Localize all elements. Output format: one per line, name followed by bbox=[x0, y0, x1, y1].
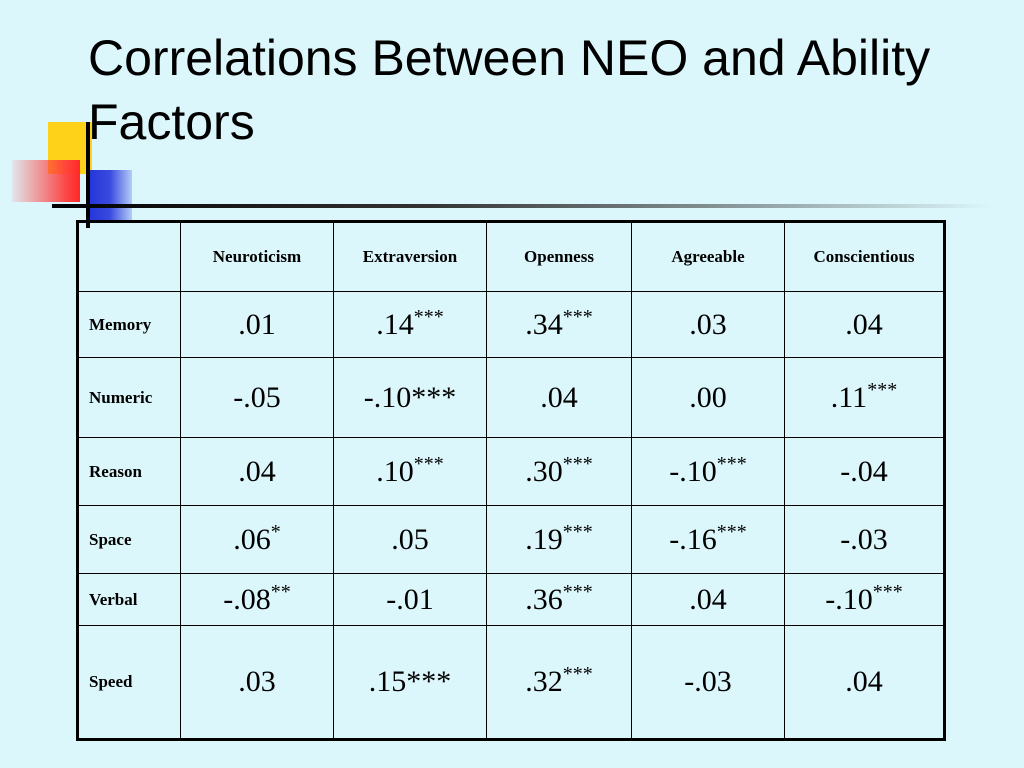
table-cell: -.05 bbox=[180, 357, 334, 438]
table-cell: .14*** bbox=[333, 291, 487, 358]
cell-value: .05 bbox=[391, 522, 429, 556]
table-cell: .01 bbox=[180, 291, 334, 358]
cell-value: -.10 bbox=[669, 454, 717, 488]
decorative-blue-square bbox=[88, 170, 132, 222]
row-header: Memory bbox=[77, 291, 181, 358]
cell-value: .03 bbox=[238, 665, 276, 698]
significance-marker: *** bbox=[413, 452, 444, 475]
significance-marker: *** bbox=[562, 305, 593, 328]
column-header: Neuroticism bbox=[180, 221, 334, 292]
table-header-row: Neuroticism Extraversion Openness Agreea… bbox=[77, 221, 945, 292]
decorative-red-gradient bbox=[12, 160, 80, 202]
cell-value: -.10 bbox=[825, 582, 873, 616]
cell-value: .19 bbox=[525, 522, 563, 556]
row-header: Space bbox=[77, 505, 181, 574]
cell-value: -.03 bbox=[840, 522, 888, 556]
cell-value: .34 bbox=[525, 307, 563, 341]
cell-value: .11 bbox=[830, 380, 868, 414]
cell-value: .04 bbox=[540, 380, 578, 414]
cell-value: .04 bbox=[238, 454, 276, 488]
table-row: Space .06* .05.19*** -.16*** -.03 bbox=[77, 505, 945, 574]
significance-marker: *** bbox=[867, 378, 898, 401]
cell-value: .04 bbox=[845, 307, 883, 341]
column-header: Conscientious bbox=[784, 221, 945, 292]
cell-value: .15*** bbox=[368, 665, 452, 698]
cell-value: .00 bbox=[689, 380, 727, 414]
cell-value: -.04 bbox=[840, 454, 888, 488]
table-cell: .11*** bbox=[784, 357, 945, 438]
cell-value: .32 bbox=[525, 665, 563, 698]
table-cell: .04 bbox=[631, 573, 785, 626]
table-cell: -.03 bbox=[784, 505, 945, 574]
cell-value: -.01 bbox=[386, 582, 434, 616]
table-cell: .04 bbox=[180, 437, 334, 506]
table-cell: .30*** bbox=[486, 437, 632, 506]
significance-marker: *** bbox=[716, 520, 747, 543]
cell-value: .01 bbox=[238, 307, 276, 341]
table-cell: -.10*** bbox=[333, 357, 487, 438]
cell-value: .04 bbox=[845, 665, 883, 698]
table-row: Memory .01.14*** .34*** .03.04 bbox=[77, 291, 945, 358]
table-cell: -.10*** bbox=[784, 573, 945, 626]
table-cell: .19*** bbox=[486, 505, 632, 574]
significance-marker: *** bbox=[413, 305, 444, 328]
table-cell: -.10*** bbox=[631, 437, 785, 506]
decorative-horizontal-rule bbox=[52, 204, 992, 208]
cell-value: .04 bbox=[689, 582, 727, 616]
table-cell: .04 bbox=[486, 357, 632, 438]
table-cell: .03 bbox=[180, 625, 334, 740]
cell-value: .30 bbox=[525, 454, 563, 488]
table-cell: .00 bbox=[631, 357, 785, 438]
significance-marker: *** bbox=[562, 520, 593, 543]
column-header: Extraversion bbox=[333, 221, 487, 292]
table-row: Reason .04.10*** .30*** -.10*** -.04 bbox=[77, 437, 945, 506]
cell-value: .14 bbox=[376, 307, 414, 341]
cell-value: -.03 bbox=[684, 665, 732, 698]
significance-marker: *** bbox=[716, 452, 747, 475]
table-cell: -.08** bbox=[180, 573, 334, 626]
cell-value: -.10*** bbox=[363, 380, 457, 414]
table-row: Speed .03 .15*** .32*** -.03 .04 bbox=[77, 625, 945, 740]
decorative-vertical-rule bbox=[86, 122, 90, 228]
table-row: Verbal -.08** -.01.36*** .04 -.10*** bbox=[77, 573, 945, 626]
significance-marker: * bbox=[270, 520, 281, 543]
cell-value: .03 bbox=[689, 307, 727, 341]
table-cell: .05 bbox=[333, 505, 487, 574]
cell-value: -.05 bbox=[233, 380, 281, 414]
significance-marker: *** bbox=[562, 452, 593, 475]
significance-marker: *** bbox=[562, 580, 593, 603]
table-cell: .04 bbox=[784, 291, 945, 358]
table-cell: .04 bbox=[784, 625, 945, 740]
row-header: Verbal bbox=[77, 573, 181, 626]
cell-value: -.08 bbox=[223, 582, 271, 616]
table-cell: .34*** bbox=[486, 291, 632, 358]
row-header: Speed bbox=[77, 625, 181, 740]
table-cell: -.04 bbox=[784, 437, 945, 506]
column-header: Openness bbox=[486, 221, 632, 292]
table-cell: -.16*** bbox=[631, 505, 785, 574]
cell-value: .36 bbox=[525, 582, 563, 616]
table-cell: -.01 bbox=[333, 573, 487, 626]
table-cell: .06* bbox=[180, 505, 334, 574]
cell-value: .10 bbox=[376, 454, 414, 488]
cell-value: .06 bbox=[233, 522, 271, 556]
table-row: Numeric -.05 -.10*** .04 .00 .11*** bbox=[77, 357, 945, 438]
slide-title: Correlations Between NEO and Ability Fac… bbox=[88, 30, 931, 150]
table-cell: .10*** bbox=[333, 437, 487, 506]
table-cell: .03 bbox=[631, 291, 785, 358]
cell-value: -.16 bbox=[669, 522, 717, 556]
row-header: Reason bbox=[77, 437, 181, 506]
table-cell: -.03 bbox=[631, 625, 785, 740]
table-cell: .36*** bbox=[486, 573, 632, 626]
corner-cell bbox=[77, 221, 181, 292]
significance-marker: *** bbox=[562, 663, 593, 685]
correlation-table: Neuroticism Extraversion Openness Agreea… bbox=[76, 220, 946, 741]
table-cell: .15*** bbox=[333, 625, 487, 740]
table-cell: .32*** bbox=[486, 625, 632, 740]
column-header: Agreeable bbox=[631, 221, 785, 292]
significance-marker: ** bbox=[270, 580, 291, 603]
significance-marker: *** bbox=[872, 580, 903, 603]
row-header: Numeric bbox=[77, 357, 181, 438]
